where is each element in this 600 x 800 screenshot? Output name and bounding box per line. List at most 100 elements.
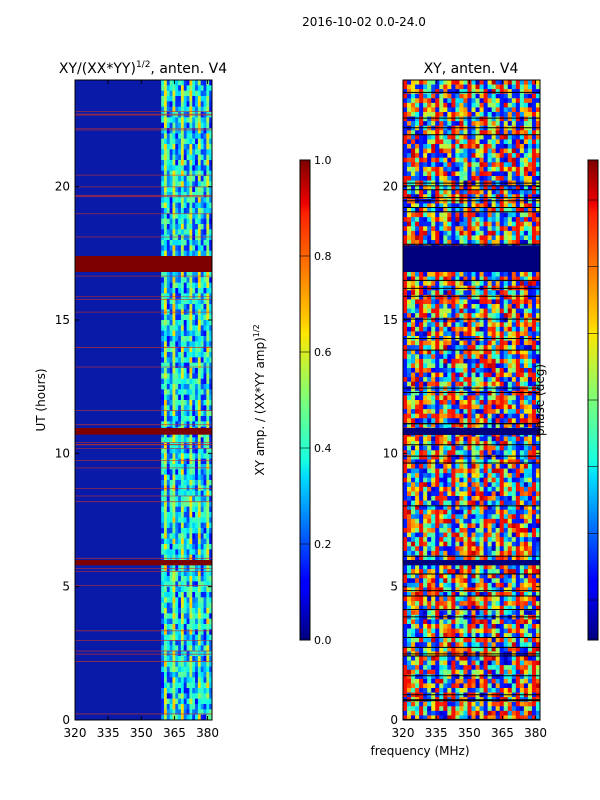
- heatmap-cell: [186, 618, 190, 625]
- heatmap-cell: [203, 682, 207, 689]
- heatmap-cell: [503, 372, 509, 378]
- heatmap-cell: [175, 672, 179, 678]
- heatmap-cell: [423, 345, 428, 351]
- heatmap-cell: [169, 469, 173, 475]
- heatmap-cell: [195, 90, 199, 97]
- heatmap-cell: [209, 533, 212, 539]
- heatmap-cell: [519, 422, 525, 428]
- heatmap-cell: [411, 166, 416, 172]
- heatmap-cell: [175, 661, 179, 667]
- heatmap-cell: [475, 153, 480, 159]
- heatmap-cell: [166, 496, 170, 502]
- heatmap-cell: [178, 101, 182, 107]
- heatmap-cell: [203, 592, 207, 598]
- heatmap-cell: [431, 112, 436, 117]
- heatmap-cell: [178, 624, 182, 630]
- heatmap-cell: [183, 634, 187, 641]
- heatmap-cell: [166, 592, 170, 598]
- heatmap-cell: [166, 272, 170, 278]
- heatmap-cell: [200, 298, 204, 305]
- heatmap-cell: [209, 282, 212, 289]
- heatmap-cell: [192, 149, 196, 155]
- heatmap-cell: [197, 634, 202, 641]
- heatmap-cell: [507, 144, 513, 149]
- heatmap-cell: [403, 409, 408, 415]
- heatmap-cell: [523, 400, 529, 405]
- heatmap-cell: [164, 666, 168, 673]
- heatmap-cell: [169, 133, 173, 139]
- heatmap-cell: [515, 294, 521, 300]
- heatmap-cell: [189, 197, 193, 203]
- heatmap-cell: [459, 363, 464, 369]
- heatmap-cell: [511, 281, 517, 287]
- heatmap-cell: [195, 480, 199, 486]
- heatmap-cell: [471, 304, 476, 309]
- heatmap-cell: [183, 80, 187, 86]
- heatmap-cell: [192, 362, 196, 369]
- heatmap-cell: [431, 354, 436, 360]
- heatmap-cell: [166, 90, 170, 97]
- heatmap-cell: [192, 138, 196, 145]
- heatmap-cell: [479, 313, 484, 319]
- heatmap-cell: [455, 198, 460, 204]
- heatmap-cell: [192, 597, 196, 603]
- heatmap-cell: [503, 153, 509, 159]
- heatmap-cell: [463, 130, 468, 136]
- heatmap-cell: [166, 512, 170, 518]
- heatmap-cell: [166, 352, 170, 358]
- heatmap-cell: [511, 413, 517, 419]
- heatmap-cell: [195, 624, 199, 630]
- heatmap-cell: [459, 386, 464, 392]
- heatmap-cell: [499, 418, 505, 424]
- heatmap-cell: [200, 704, 204, 710]
- heatmap-cell: [515, 185, 521, 191]
- heatmap-cell: [161, 618, 165, 625]
- heatmap-cell: [192, 133, 196, 139]
- heatmap-cell: [495, 230, 501, 236]
- heatmap-cell: [189, 640, 193, 646]
- heatmap-cell: [200, 245, 204, 251]
- heatmap-cell: [451, 148, 456, 154]
- heatmap-cell: [491, 134, 496, 140]
- heatmap-cell: [451, 377, 456, 383]
- heatmap-cell: [166, 341, 170, 347]
- heatmap-cell: [487, 153, 492, 159]
- heatmap-cell: [519, 153, 525, 159]
- heatmap-cell: [527, 413, 533, 419]
- heatmap-cell: [169, 304, 173, 310]
- heatmap-cell: [206, 90, 210, 97]
- heatmap-cell: [166, 389, 170, 395]
- heatmap-cell: [189, 624, 193, 630]
- heatmap-cell: [411, 98, 416, 104]
- heatmap-cell: [186, 336, 190, 342]
- heatmap-cell: [499, 84, 505, 90]
- heatmap-cell: [443, 89, 448, 95]
- heatmap-cell: [172, 213, 176, 219]
- heatmap-cell: [451, 441, 456, 447]
- heatmap-cell: [189, 512, 193, 518]
- heatmap-cell: [503, 345, 509, 351]
- heatmap-cell: [175, 197, 179, 203]
- heatmap-cell: [411, 381, 416, 387]
- heatmap-cell: [186, 453, 190, 459]
- heatmap-cell: [192, 85, 196, 91]
- heatmap-cell: [443, 121, 448, 127]
- heatmap-cell: [403, 162, 408, 168]
- heatmap-cell: [203, 352, 207, 358]
- heatmap-cell: [507, 299, 513, 305]
- heatmap-cell: [200, 672, 204, 678]
- heatmap-cell: [503, 413, 509, 419]
- heatmap-cell: [511, 381, 517, 387]
- heatmap-cell: [200, 533, 204, 539]
- heatmap-cell: [503, 308, 509, 314]
- heatmap-cell: [180, 464, 185, 470]
- heatmap-cell: [189, 336, 193, 342]
- heatmap-cell: [195, 128, 199, 134]
- heatmap-cell: [499, 386, 505, 392]
- heatmap-cell: [415, 93, 420, 99]
- heatmap-cell: [189, 538, 193, 545]
- heatmap-cell: [515, 107, 521, 113]
- heatmap-cell: [172, 528, 176, 534]
- heatmap-cell: [175, 458, 179, 465]
- heatmap-cell: [523, 121, 529, 127]
